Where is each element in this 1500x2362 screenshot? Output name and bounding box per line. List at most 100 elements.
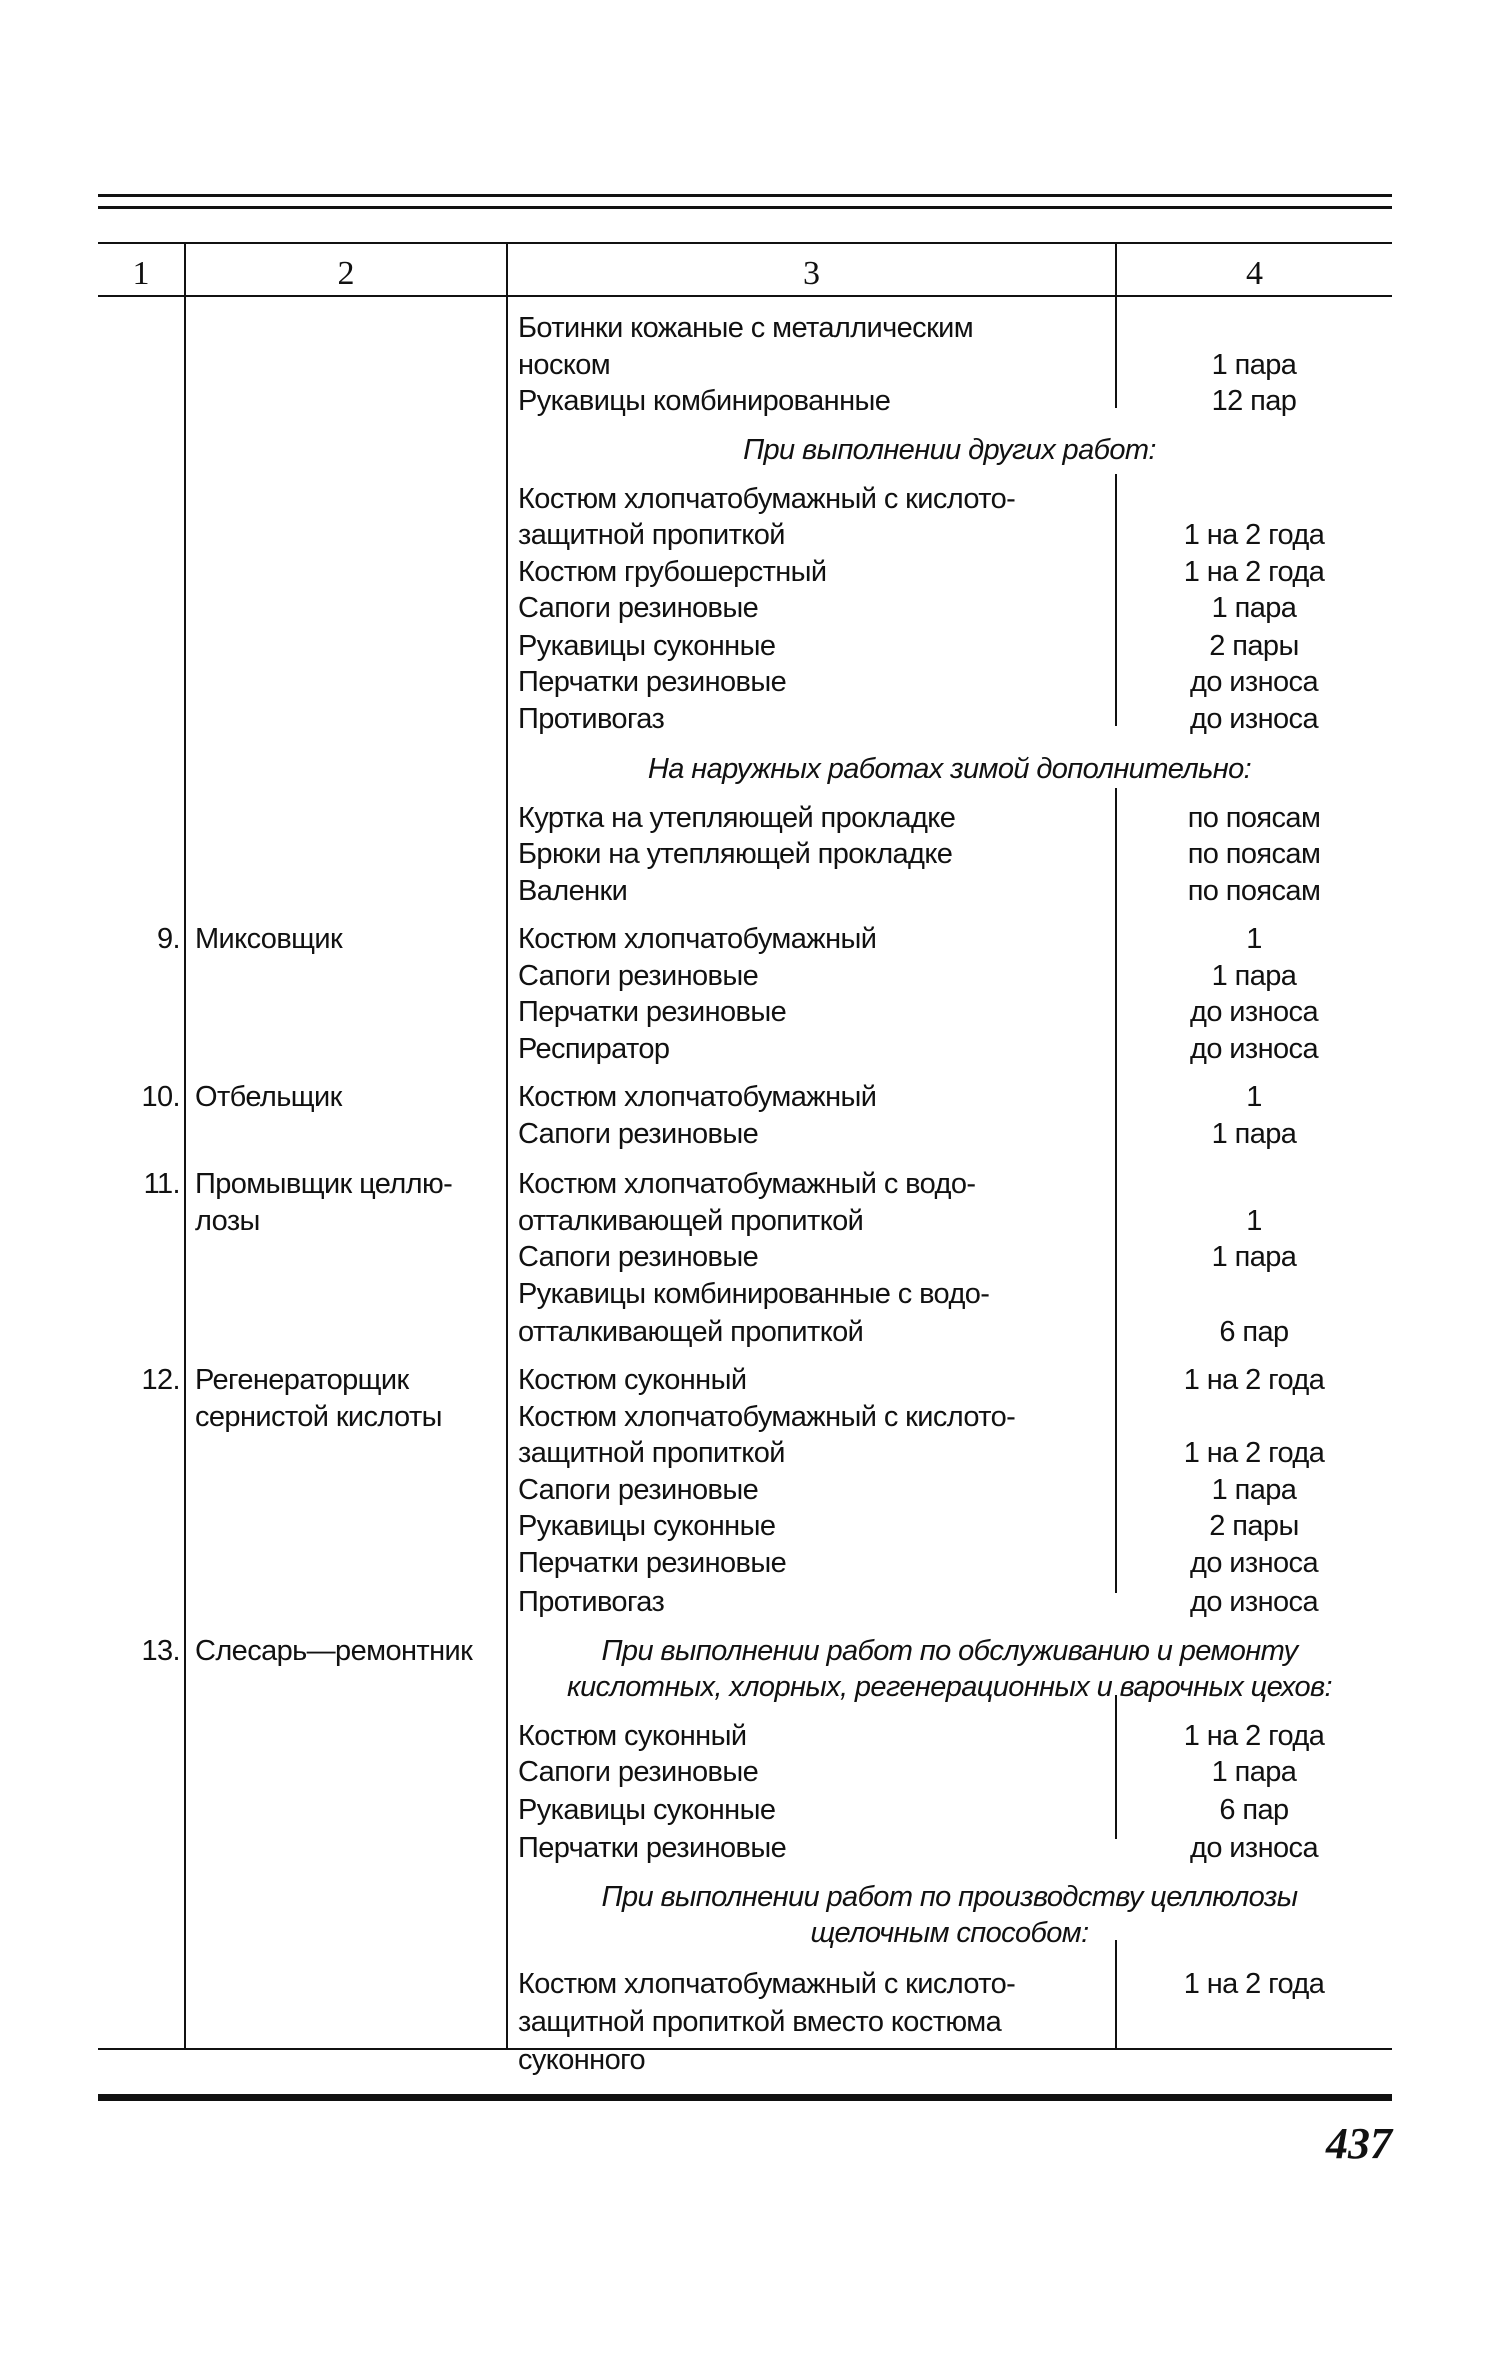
equipment-item: защитной пропиткой	[518, 519, 785, 552]
issue-norm: до износа	[1190, 702, 1319, 735]
issue-norm: 1 на 2 года	[1183, 1719, 1325, 1752]
equipment-item: Костюм хлопчатобумажный с кислото-	[518, 482, 1016, 515]
issue-norm: 1 пара	[1211, 959, 1297, 992]
section-note: На наружных работах зимой дополнительно:	[647, 753, 1252, 786]
issue-norm: 1 на 2 года	[1183, 519, 1325, 552]
equipment-item: Костюм суконный	[518, 1719, 747, 1752]
equipment-item: отталкивающей пропиткой	[518, 1315, 864, 1348]
issue-norm: по поясам	[1187, 838, 1321, 871]
equipment-item: Рукавицы комбинированные с водо-	[518, 1277, 990, 1310]
issue-norm: 1	[1246, 1081, 1262, 1114]
col-divider-3	[1115, 1695, 1117, 1839]
issue-norm: 1	[1246, 1204, 1262, 1237]
profession-name: сернистой кислоты	[195, 1400, 442, 1433]
issue-norm: 1 пара	[1211, 1756, 1297, 1789]
equipment-item: защитной пропиткой вместо костюма	[518, 2005, 1002, 2038]
section-note: При выполнении других работ:	[743, 433, 1156, 466]
issue-norm: до износа	[1190, 1546, 1319, 1579]
equipment-item: отталкивающей пропиткой	[518, 1204, 864, 1237]
row-number: 13.	[141, 1634, 180, 1667]
section-note: При выполнении работ по обслуживанию и р…	[601, 1634, 1299, 1667]
section-note: щелочным способом:	[810, 1917, 1089, 1950]
issue-norm: 1 пара	[1211, 1473, 1297, 1506]
issue-norm: по поясам	[1187, 801, 1321, 834]
equipment-item: Рукавицы суконные	[518, 1510, 776, 1543]
equipment-item: Рукавицы суконные	[518, 630, 776, 662]
header-col-3: 3	[803, 255, 820, 292]
issue-norm: 1 пара	[1211, 592, 1297, 624]
equipment-item: Куртка на утепляющей прокладке	[518, 801, 956, 834]
equipment-item: Сапоги резиновые	[518, 1117, 759, 1150]
equipment-item: Костюм грубошерстный	[518, 555, 827, 588]
issue-norm: 1 на 2 года	[1183, 555, 1325, 588]
issue-norm: 1 на 2 года	[1183, 1364, 1325, 1397]
equipment-item: Валенки	[518, 874, 628, 907]
issue-norm: 12 пар	[1211, 385, 1297, 418]
col-divider-1	[184, 242, 186, 2049]
equipment-item: Сапоги резиновые	[518, 592, 759, 624]
row-number: 9.	[157, 923, 181, 956]
page-number: 437	[1326, 2119, 1392, 2168]
equipment-item: Респиратор	[518, 1032, 670, 1065]
header-bottom-border	[98, 295, 1392, 297]
section-note: При выполнении работ по производству цел…	[601, 1880, 1299, 1913]
profession-name: лозы	[195, 1204, 260, 1237]
issue-norm: 2 пары	[1209, 630, 1299, 662]
equipment-item: защитной пропиткой	[518, 1437, 785, 1470]
issue-norm: 6 пар	[1219, 1315, 1289, 1348]
equipment-item: Брюки на утепляющей прокладке	[518, 838, 953, 871]
issue-norm: 1 пара	[1211, 1241, 1297, 1274]
row-number: 12.	[141, 1364, 180, 1397]
profession-name: Промывщик целлю-	[195, 1168, 453, 1201]
header-col-2: 2	[337, 255, 355, 292]
col-divider-3	[1115, 1940, 1117, 2049]
equipment-item: Противогаз	[518, 1586, 665, 1619]
issue-norm: 1 на 2 года	[1183, 1967, 1325, 2000]
equipment-item: Перчатки резиновые	[518, 1832, 787, 1865]
top-rule-1	[98, 194, 1392, 197]
header-col-1: 1	[132, 255, 150, 292]
equipment-item: Перчатки резиновые	[518, 666, 787, 699]
equipment-item: Перчатки резиновые	[518, 996, 787, 1029]
col-divider-2	[506, 242, 508, 2049]
equipment-item: Костюм хлопчатобумажный	[518, 923, 877, 956]
row-number: 10.	[141, 1081, 180, 1114]
equipment-item: Ботинки кожаные с металлическим	[518, 312, 974, 345]
table-bottom-border	[98, 2048, 1392, 2050]
section-note: кислотных, хлорных, регенерационных и ва…	[566, 1671, 1333, 1704]
issue-norm: 1 пара	[1211, 348, 1297, 381]
equipment-item: Костюм хлопчатобумажный с кислото-	[518, 1967, 1016, 2000]
issue-norm: до износа	[1190, 1032, 1319, 1065]
equipment-item: Сапоги резиновые	[518, 1473, 759, 1506]
header-col-4: 4	[1246, 255, 1263, 292]
row-number: 11.	[143, 1168, 181, 1201]
profession-name: Отбельщик	[195, 1081, 342, 1114]
issue-norm: до износа	[1190, 1832, 1319, 1865]
issue-norm: 1	[1246, 923, 1262, 956]
issue-norm: до износа	[1190, 666, 1319, 699]
equipment-item: Костюм хлопчатобумажный с водо-	[518, 1168, 976, 1201]
equipment-item: суконного	[518, 2043, 646, 2076]
bottom-thick-rule	[98, 2094, 1392, 2101]
equipment-item: Костюм суконный	[518, 1364, 747, 1397]
issue-norm: 2 пары	[1209, 1510, 1299, 1543]
equipment-item: Перчатки резиновые	[518, 1546, 787, 1579]
top-rule-2	[98, 206, 1392, 209]
equipment-item: носком	[518, 348, 611, 381]
equipment-item: Рукавицы комбинированные	[518, 385, 891, 418]
equipment-item: Сапоги резиновые	[518, 959, 759, 992]
equipment-item: Костюм хлопчатобумажный с кислото-	[518, 1400, 1016, 1433]
issue-norm: по поясам	[1187, 874, 1321, 907]
issue-norm: до износа	[1190, 996, 1319, 1029]
equipment-item: Сапоги резиновые	[518, 1756, 759, 1789]
profession-name: Регенераторщик	[195, 1364, 409, 1397]
equipment-item: Противогаз	[518, 702, 665, 735]
profession-name: Слесарь—ремонтник	[195, 1634, 473, 1667]
equipment-item: Костюм хлопчатобумажный	[518, 1081, 877, 1114]
col-divider-3	[1115, 788, 1117, 1593]
equipment-item: Сапоги резиновые	[518, 1241, 759, 1274]
table-top-border	[98, 242, 1392, 244]
equipment-item: Рукавицы суконные	[518, 1794, 776, 1827]
col-divider-3	[1115, 474, 1117, 726]
